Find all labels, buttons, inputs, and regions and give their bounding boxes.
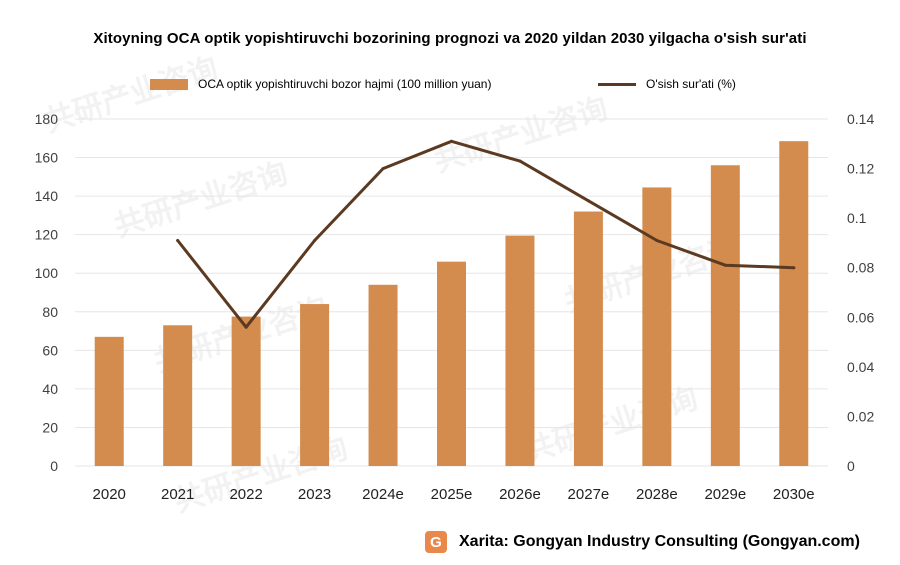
legend-line-label: O'sish sur'ati (%) xyxy=(646,77,736,91)
y-left-tick-label: 60 xyxy=(42,342,58,358)
y-right-tick-label: 0.14 xyxy=(847,111,874,127)
bar xyxy=(368,284,398,466)
y-right-tick-label: 0.1 xyxy=(847,210,867,226)
x-tick-label: 2020 xyxy=(93,486,126,503)
x-tick-label: 2026e xyxy=(499,486,541,503)
growth-rate-point xyxy=(792,266,796,270)
growth-rate-point xyxy=(450,139,453,143)
x-tick-label: 2023 xyxy=(298,486,331,503)
x-tick-label: 2021 xyxy=(161,486,194,503)
y-right-tick-label: 0.04 xyxy=(847,359,874,375)
growth-rate-point xyxy=(723,263,727,267)
growth-rate-point xyxy=(313,238,317,242)
growth-rate-point xyxy=(244,325,248,329)
y-left-tick-label: 140 xyxy=(35,188,59,204)
growth-rate-point xyxy=(381,167,385,171)
y-right-tick-label: 0 xyxy=(847,458,855,474)
legend-bar-swatch xyxy=(150,78,188,90)
bar xyxy=(505,235,535,466)
x-tick-label: 2029e xyxy=(704,486,746,503)
x-tick-label: 2025e xyxy=(431,486,473,503)
y-right-tick-label: 0.12 xyxy=(847,161,874,177)
legend-item-bar: OCA optik yopishtiruvchi bozor hajmi (10… xyxy=(150,77,491,91)
bar xyxy=(642,187,672,467)
growth-rate-line xyxy=(176,139,796,329)
x-tick-label: 2030e xyxy=(773,486,815,503)
source-text: Xarita: Gongyan Industry Consulting (Gon… xyxy=(459,533,860,550)
y-left-tick-label: 100 xyxy=(35,265,59,281)
y-left-tick-label: 0 xyxy=(50,458,58,474)
y-left-tick-label: 120 xyxy=(35,227,59,243)
growth-rate-point xyxy=(518,159,522,163)
growth-rate-point xyxy=(655,238,659,242)
legend-bar-label: OCA optik yopishtiruvchi bozor hajmi (10… xyxy=(198,77,492,91)
y-left-tick-label: 160 xyxy=(35,150,59,166)
chart-title: Xitoyning OCA optik yopishtiruvchi bozor… xyxy=(93,30,807,47)
bar xyxy=(231,316,261,466)
growth-rate-point xyxy=(586,199,590,203)
x-tick-label: 2024e xyxy=(362,486,404,503)
bar xyxy=(573,211,603,466)
bar xyxy=(94,336,124,466)
x-tick-label: 2028e xyxy=(636,486,678,503)
gongyan-logo-icon: G xyxy=(425,531,447,553)
y-right-tick-label: 0.02 xyxy=(847,408,874,424)
growth-rate-point xyxy=(176,238,180,242)
y-left-tick-label: 180 xyxy=(35,111,59,127)
bar xyxy=(710,165,740,466)
bar xyxy=(163,325,193,466)
y-right-tick-label: 0.06 xyxy=(847,309,874,325)
bar xyxy=(300,304,330,466)
x-tick-label: 2022 xyxy=(229,486,262,503)
y-left-tick-label: 80 xyxy=(42,304,58,320)
legend-item-line: O'sish sur'ati (%) xyxy=(598,77,736,91)
y-right-tick-label: 0.08 xyxy=(847,260,874,276)
y-left-tick-label: 20 xyxy=(42,419,58,435)
y-left-tick-label: 40 xyxy=(42,381,58,397)
x-tick-label: 2027e xyxy=(568,486,610,503)
source-note: G Xarita: Gongyan Industry Consulting (G… xyxy=(425,531,860,553)
legend-line-swatch xyxy=(598,82,636,86)
bar xyxy=(779,141,809,467)
bar xyxy=(437,261,466,466)
